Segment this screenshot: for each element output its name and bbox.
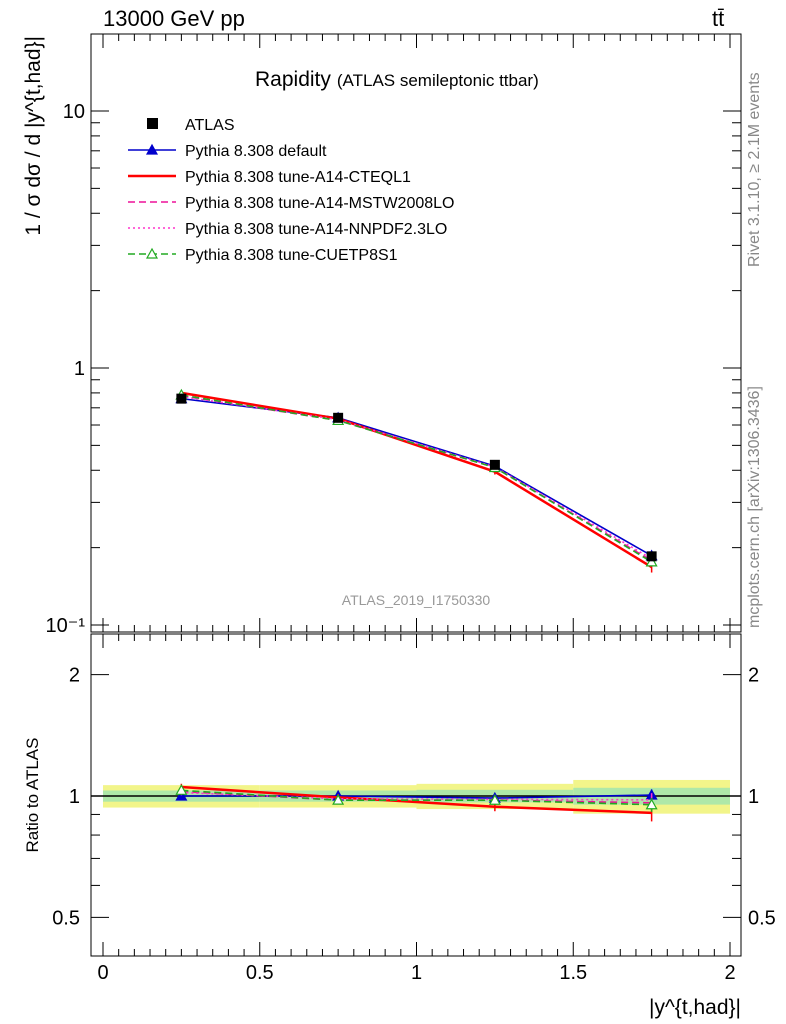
ratio-point-marker [332,793,345,805]
energy-label: 13000 GeV pp [103,6,245,31]
ratio-point-marker [175,784,188,795]
data-point [176,393,187,404]
mcplots-label: mcplots.cern.ch [arXiv:1306.3436] [746,386,763,628]
ratio-tick-label: 0.5 [52,907,80,929]
data-point [489,459,500,470]
ratio-line-1 [181,785,652,815]
ratio-tick-label-right: 2 [748,665,759,687]
legend-label-1: Pythia 8.308 tune-A14-CTEQL1 [185,169,411,186]
legend-label-4: Pythia 8.308 tune-CUETP8S1 [185,247,398,264]
ratio-line-4 [181,789,652,806]
ratio-point-marker [488,793,501,805]
series-line-0 [181,397,653,557]
chart-subtitle: (ATLAS semileptonic ttbar) [337,71,539,90]
legend-marker-atlas [147,118,158,129]
x-tick-label: 2 [724,962,735,984]
y-tick-label: 1 [74,358,85,380]
rivet-label: Rivet 3.1.10, ≥ 2.1M events [746,72,763,267]
legend-label-atlas: ATLAS [185,117,235,134]
legend-label-3: Pythia 8.308 tune-A14-NNPDF2.3LO [185,221,447,238]
legend-label-2: Pythia 8.308 tune-A14-MSTW2008LO [185,195,454,212]
series-line-4 [181,394,653,563]
watermark: ATLAS_2019_I1750330 [342,592,491,608]
series-line-2 [181,394,653,562]
series-line-1 [181,391,653,569]
legend-label-0: Pythia 8.308 default [185,143,327,160]
x-tick-label: 0.5 [246,962,274,984]
series-point-marker [645,555,658,567]
y-tick-label: 10 [63,101,85,123]
ratio-tick-label-right: 0.5 [748,907,776,929]
data-point [646,551,657,562]
ratio-line-3 [181,791,652,801]
ratio-point-marker [645,798,658,810]
x-tick-label: 1.5 [559,962,587,984]
ratio-tick-label: 2 [69,665,80,687]
ratio-tick-label-right: 1 [748,786,759,808]
legend-marker-0 [145,143,159,155]
x-tick-label: 0 [97,962,108,984]
x-tick-label: 1 [411,962,422,984]
chart-title: Rapidity (ATLAS semileptonic ttbar) [255,68,539,91]
data-point [333,412,344,423]
ratio-tick-label: 1 [69,786,80,808]
y-axis-label: 1 / σ dσ / d |y^{t,had}| [22,36,45,236]
x-axis-label: |y^{t,had}| [649,996,741,1019]
series-line-3 [181,395,653,560]
ratio-point-marker [175,789,188,801]
process-label: tt̄ [712,6,725,31]
y-tick-label: 10⁻¹ [46,615,86,637]
ratio-axis-label: Ratio to ATLAS [23,738,42,853]
legend-marker-4 [145,247,159,259]
